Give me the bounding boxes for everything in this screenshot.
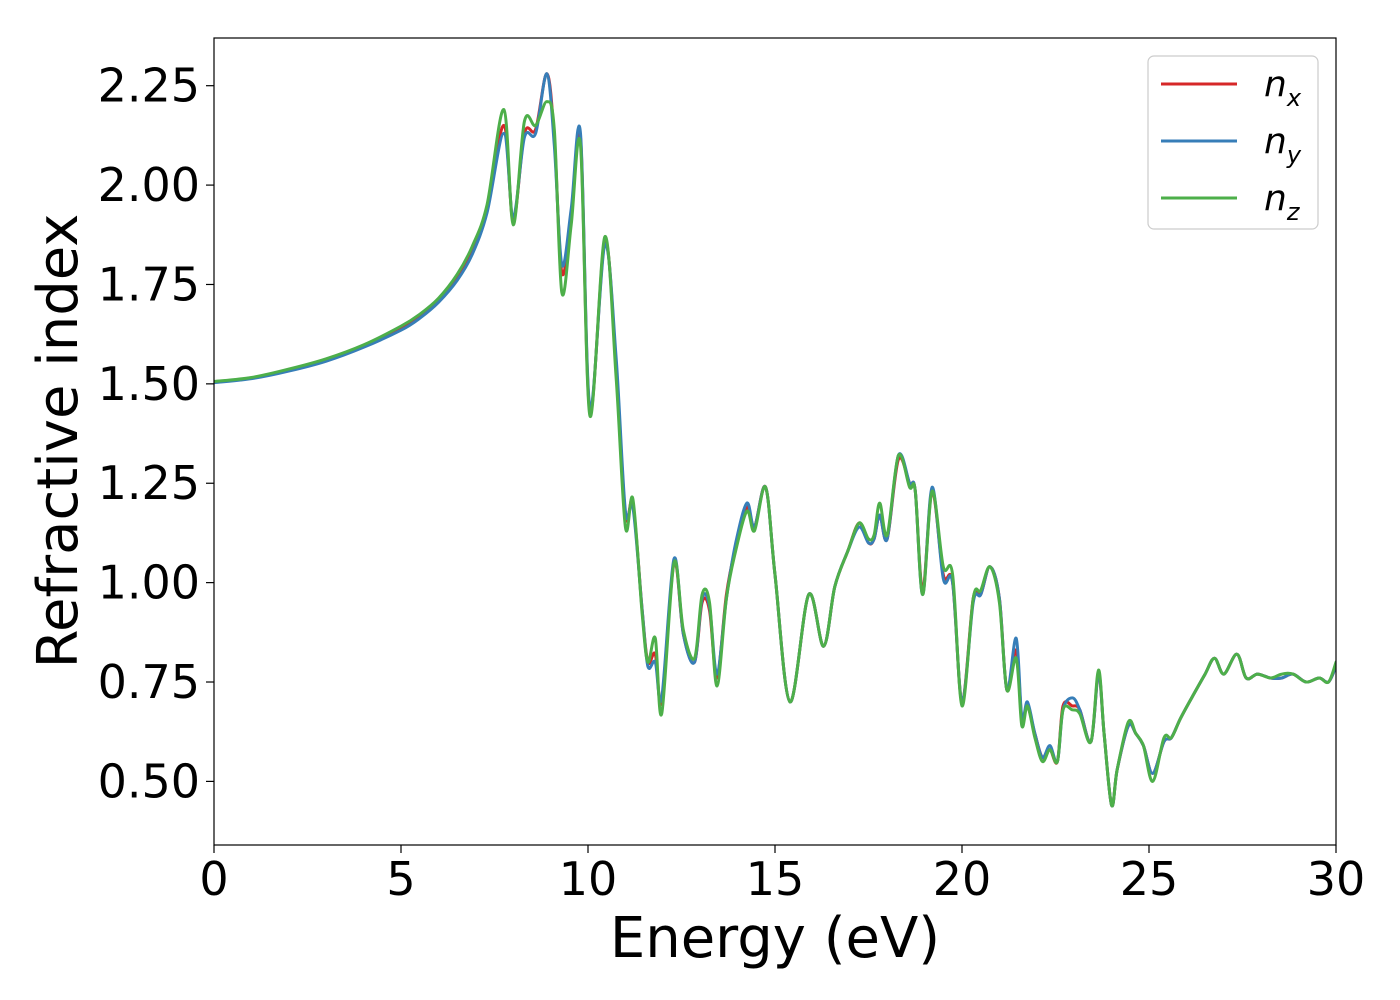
y-axis: 0.50 0.75 1.00 1.25 1.50 1.75 2.00 2.25: [98, 59, 214, 808]
x-tick-label: 5: [386, 852, 415, 906]
legend-label-y: ny: [1264, 121, 1302, 169]
x-axis: 0 5 10 15 20 25 30: [199, 845, 1365, 906]
x-tick-label: 15: [746, 852, 805, 906]
legend: nx ny nz: [1147, 55, 1319, 230]
legend-label-x: nx: [1264, 64, 1302, 112]
y-tick-label: 2.00: [98, 158, 200, 212]
y-tick-label: 1.25: [98, 456, 200, 510]
x-tick-label: 0: [199, 852, 228, 906]
y-tick-label: 1.75: [98, 257, 200, 311]
y-tick-label: 1.50: [98, 357, 200, 411]
y-tick-label: 0.50: [98, 754, 200, 808]
y-tick-label: 1.00: [98, 556, 200, 610]
series-layer: [214, 72, 1336, 808]
legend-label-z: nz: [1264, 178, 1301, 226]
x-axis-label: Energy (eV): [610, 906, 940, 971]
y-tick-label: 0.75: [98, 655, 200, 709]
x-tick-label: 20: [933, 852, 992, 906]
series-line-z: [214, 100, 1336, 808]
x-tick-label: 25: [1120, 852, 1179, 906]
y-tick-label: 2.25: [98, 59, 200, 113]
x-tick-label: 30: [1307, 852, 1366, 906]
x-tick-label: 10: [559, 852, 618, 906]
y-axis-label: Refractive index: [26, 214, 91, 669]
